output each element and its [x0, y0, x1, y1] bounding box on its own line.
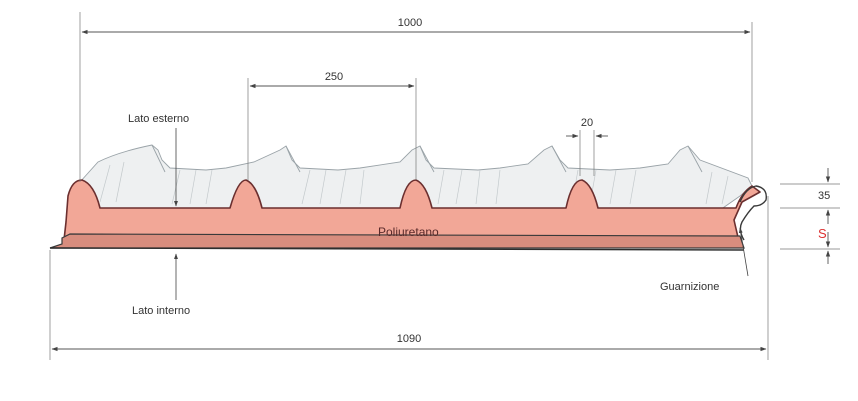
gasket-label: Guarnizione: [660, 281, 719, 293]
label-gasket: Guarnizione: [660, 227, 749, 293]
dim-250-label: 250: [325, 71, 343, 83]
inner-side-label: Lato interno: [132, 305, 190, 317]
dimension-rib-pitch: 250: [247, 71, 417, 180]
dim-1090-label: 1090: [397, 333, 421, 345]
dim-1000-label: 1000: [398, 17, 422, 29]
dim-s-label: S: [818, 226, 827, 241]
gasket: [739, 185, 767, 241]
label-inner-side: Lato interno: [132, 253, 190, 317]
bottom-sheet-edge: [49, 247, 745, 251]
bottom-steel-sheet: [49, 233, 745, 249]
dimension-total-width: 1090: [49, 196, 769, 360]
dimension-right-vertical: 35 S: [780, 168, 840, 264]
dim-20-label: 20: [581, 117, 593, 129]
dimension-overall-width: 1000: [79, 12, 753, 182]
dimension-rib-top: 20: [566, 117, 608, 176]
label-outer-side: Lato esterno: [128, 113, 189, 207]
dim-35-label: 35: [818, 190, 830, 202]
outer-side-label: Lato esterno: [128, 113, 189, 125]
polyurethane-core: [63, 179, 761, 247]
core-label: Poliuretano: [378, 225, 439, 239]
